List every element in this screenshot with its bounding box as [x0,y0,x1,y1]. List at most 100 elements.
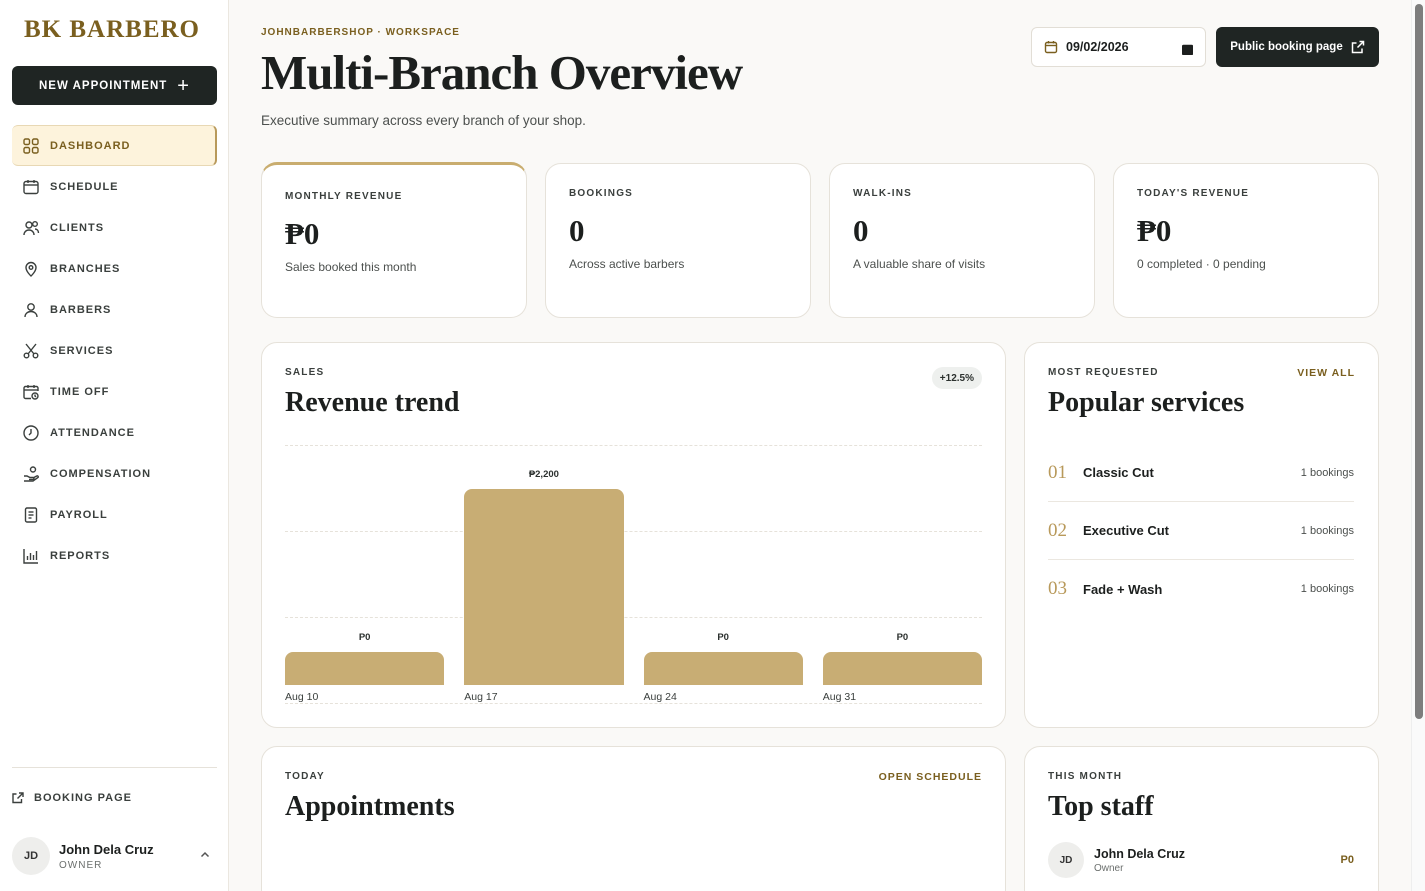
x-tick-label: Aug 24 [643,691,677,703]
sidebar-item-branches[interactable]: BRANCHES [12,248,217,289]
revenue-bar-chart: P0 Aug 10 ₱2,200 Aug 17 P0 Aug 24 P0 Aug 31 [285,443,982,705]
service-rank: 01 [1048,461,1067,483]
users-icon [22,219,40,237]
kpi-monthly-revenue: MONTHLY REVENUE ₱0 Sales booked this mon… [261,162,527,318]
kpi-sub: A valuable share of visits [853,257,986,271]
kpi-value: 0 [853,213,869,248]
gridline [285,617,982,618]
x-tick-label: Aug 31 [822,691,857,703]
kpi-sub: Across active barbers [569,257,685,271]
public-booking-button[interactable]: Public booking page [1216,27,1379,67]
gridline [285,703,982,704]
x-tick-label: Aug 10 [285,691,319,703]
calendar-icon [1044,41,1058,54]
sidebar-item-label: REPORTS [50,549,111,562]
public-booking-label: Public booking page [1230,41,1343,53]
clock-icon [22,424,40,442]
service-name: Fade + Wash [1083,581,1163,597]
open-schedule-link[interactable]: OPEN SCHEDULE [878,771,982,783]
sidebar-item-label: BARBERS [50,303,112,316]
user-icon [22,301,40,319]
sidebar-item-time-off[interactable]: TIME OFF [12,371,217,412]
sidebar-item-clients[interactable]: CLIENTS [12,207,217,248]
sidebar-item-label: TIME OFF [50,385,110,398]
top-staff-card: THIS MONTH Top staff JD John Dela Cruz O… [1024,746,1379,891]
list-item[interactable]: JD John Dela Cruz Owner P0 [1048,841,1354,879]
service-rank: 03 [1048,578,1067,599]
scrollbar[interactable] [1411,0,1425,891]
sidebar-item-payroll[interactable]: PAYROLL [12,494,217,535]
staff-name: John Dela Cruz [1094,846,1185,861]
user-menu[interactable]: JD John Dela Cruz OWNER [12,836,217,876]
booking-page-link[interactable]: BOOKING PAGE [12,792,132,804]
appointments-card: TODAY OPEN SCHEDULE Appointments [261,746,1006,891]
avatar: JD [1048,842,1084,878]
growth-badge: +12.5% [931,367,982,389]
sidebar-item-dashboard[interactable]: DASHBOARD [12,125,217,166]
chart-bar[interactable] [285,652,445,685]
list-item[interactable]: 01 Classic Cut 1 bookings [1048,444,1354,502]
chart-bar[interactable] [822,652,982,685]
booking-page-label: BOOKING PAGE [34,792,132,804]
brand-logo[interactable]: BK BARBERO [24,16,201,43]
chart-bar[interactable] [643,652,803,685]
staff-role: Owner [1094,862,1124,874]
sidebar-item-label: SERVICES [50,344,114,357]
sidebar-nav: DASHBOARD SCHEDULE CLIENTS BRANCHES BARB… [12,125,217,576]
chart-bar[interactable] [464,489,624,685]
sidebar-item-attendance[interactable]: ATTENDANCE [12,412,217,453]
kpi-label: MONTHLY REVENUE [285,191,403,202]
external-link-icon [12,792,24,804]
list-item[interactable]: 02 Executive Cut 1 bookings [1048,502,1354,560]
date-picker[interactable]: 09/02/2026 [1031,27,1206,67]
sidebar: BK BARBERO NEW APPOINTMENT + DASHBOARD S… [0,0,229,891]
kpi-label: TODAY'S REVENUE [1137,188,1250,199]
popular-services-card: MOST REQUESTED VIEW ALL Popular services… [1024,342,1379,728]
kpi-sub: Sales booked this month [285,260,417,274]
service-name: Executive Cut [1083,523,1169,538]
sidebar-item-schedule[interactable]: SCHEDULE [12,166,217,207]
gridline [285,445,982,446]
section-title: Revenue trend [285,387,460,418]
new-appointment-label: NEW APPOINTMENT [39,79,168,92]
breadcrumb: JOHNBARBERSHOP · WORKSPACE [261,27,460,38]
kpi-value: ₱0 [285,216,320,251]
sidebar-divider [12,767,217,768]
sidebar-item-label: PAYROLL [50,508,108,521]
sidebar-item-compensation[interactable]: COMPENSATION [12,453,217,494]
section-label: MOST REQUESTED [1048,367,1159,378]
service-rank: 02 [1048,519,1067,541]
receipt-icon [22,506,40,524]
bar-value-label: P0 [358,632,371,643]
staff-revenue: P0 [1340,854,1354,866]
kpi-value: ₱0 [1137,213,1172,248]
kpi-sub: 0 completed · 0 pending [1137,257,1266,271]
hand-coins-icon [22,465,40,483]
kpi-label: BOOKINGS [569,188,634,199]
sidebar-item-label: BRANCHES [50,262,121,275]
sidebar-item-reports[interactable]: REPORTS [12,535,217,576]
view-all-link[interactable]: VIEW ALL [1297,367,1355,379]
sidebar-item-barbers[interactable]: BARBERS [12,289,217,330]
dashboard-icon [22,137,40,155]
kpi-label: WALK-INS [853,188,913,199]
section-label: TODAY [285,771,325,782]
date-picker-icon[interactable] [1181,42,1194,55]
plus-icon: + [177,74,190,97]
section-label: THIS MONTH [1048,771,1123,782]
sidebar-item-label: ATTENDANCE [50,426,135,439]
gridline [285,531,982,532]
new-appointment-button[interactable]: NEW APPOINTMENT + [12,66,217,105]
scissors-icon [22,342,40,360]
bar-value-label: P0 [896,632,909,643]
revenue-trend-card: SALES Revenue trend +12.5% P0 Aug 10 ₱2,20… [261,342,1006,728]
sidebar-item-label: SCHEDULE [50,180,119,193]
bar-value-label: P0 [717,632,729,643]
chevron-up-icon[interactable] [199,848,211,860]
calendar-icon [22,178,40,196]
user-name: John Dela Cruz [59,841,154,857]
list-item[interactable]: 03 Fade + Wash 1 bookings [1048,560,1354,618]
sidebar-item-services[interactable]: SERVICES [12,330,217,371]
sidebar-item-label: DASHBOARD [50,139,131,152]
scrollbar-thumb[interactable] [1415,4,1423,719]
